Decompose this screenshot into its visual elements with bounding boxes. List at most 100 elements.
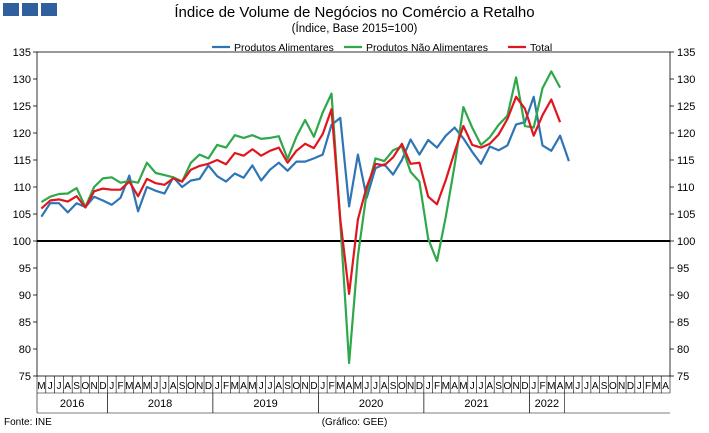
y-tick-label-right: 120 [677,128,695,140]
month-label: S [284,381,291,392]
month-label: S [495,381,502,392]
month-label: N [618,381,625,392]
year-label: 2019 [253,398,277,410]
month-label: D [205,381,212,392]
month-label: D [310,381,317,392]
month-label: A [240,381,247,392]
month-label: J [320,381,325,392]
month-label: M [248,381,256,392]
series-line [40,95,562,295]
y-tick-label-left: 100 [13,236,31,248]
month-label: J [267,381,272,392]
y-tick-label-right: 80 [677,344,689,356]
month-label: O [398,381,406,392]
month-label: J [470,381,475,392]
y-tick-label-left: 135 [13,47,31,59]
y-tick-label-left: 90 [19,290,31,302]
logo [3,3,57,16]
month-label: D [627,381,634,392]
legend: Produtos Alimentares Produtos Não Aliment… [212,42,552,54]
month-label: J [637,381,642,392]
month-label: F [645,381,651,392]
month-label: M [547,381,555,392]
source-note: Fonte: INE [4,417,52,428]
y-tick-label-right: 100 [677,236,695,248]
month-label: J [426,381,431,392]
y-tick-label-left: 120 [13,128,31,140]
month-label: J [215,381,220,392]
y-tick-label-left: 85 [19,317,31,329]
month-label: N [302,381,309,392]
month-label: J [478,381,483,392]
y-tick-label-right: 115 [677,155,695,167]
series-line [40,95,570,218]
month-label: M [336,381,344,392]
year-label: 2022 [535,398,559,410]
axes [36,51,671,377]
month-label: M [459,381,467,392]
y-tick-label-right: 130 [677,74,695,86]
y-tick-label-right: 110 [677,182,695,194]
month-label: J [575,381,580,392]
y-tick-label-left: 130 [13,74,31,86]
chart-credit: (Gráfico: GEE) [321,417,388,428]
month-label: D [99,381,106,392]
month-label: S [390,381,397,392]
month-label: A [346,381,353,392]
month-label: A [170,381,177,392]
y-tick-label-right: 105 [677,209,695,221]
month-label: A [451,381,458,392]
month-label: A [381,381,388,392]
month-label: O [503,381,511,392]
chart-title: Índice de Volume de Negócios no Comércio… [174,4,535,21]
month-label: F [539,381,545,392]
month-label: A [135,381,142,392]
logo-block [41,3,57,16]
legend-label: Produtos Não Alimentares [366,42,488,54]
month-label: F [328,381,334,392]
month-label: F [117,381,123,392]
month-label: O [292,381,300,392]
year-label: 2020 [359,398,383,410]
legend-label: Total [530,42,552,54]
month-label: J [56,381,61,392]
month-label: M [354,381,362,392]
y-tick-label-right: 90 [677,290,689,302]
month-label: D [416,381,423,392]
y-tick-label-left: 105 [13,209,31,221]
series-lines [40,70,570,365]
y-tick-label-right: 85 [677,317,689,329]
year-label: 2021 [464,398,488,410]
month-label: M [125,381,133,392]
month-label: J [109,381,114,392]
month-label: A [486,381,493,392]
legend-label: Produtos Alimentares [234,42,334,54]
month-label: A [592,381,599,392]
month-label: J [259,381,264,392]
month-label: A [275,381,282,392]
y-axis-left: 75 80 85 90 95 100 105 110 115 120 125 130 135 [13,47,37,383]
month-label: A [64,381,71,392]
month-label: M [442,381,450,392]
month-label: M [653,381,661,392]
month-label: N [91,381,98,392]
month-label: N [407,381,414,392]
year-label: 2018 [148,398,172,410]
month-label: O [609,381,617,392]
y-tick-label-left: 80 [19,344,31,356]
y-tick-label-right: 125 [677,101,695,113]
y-axis-right: 75 80 85 90 95 100 105 110 115 120 125 130 135 [670,47,695,383]
month-label: J [364,381,369,392]
year-label: 2016 [60,398,84,410]
month-label: O [187,381,195,392]
month-label: J [162,381,167,392]
logo-block [3,3,19,16]
y-tick-label-right: 95 [677,263,689,275]
month-label: M [37,381,45,392]
month-label: N [196,381,203,392]
y-tick-label-left: 115 [13,155,31,167]
y-tick-label-left: 75 [19,371,31,383]
month-label: F [434,381,440,392]
